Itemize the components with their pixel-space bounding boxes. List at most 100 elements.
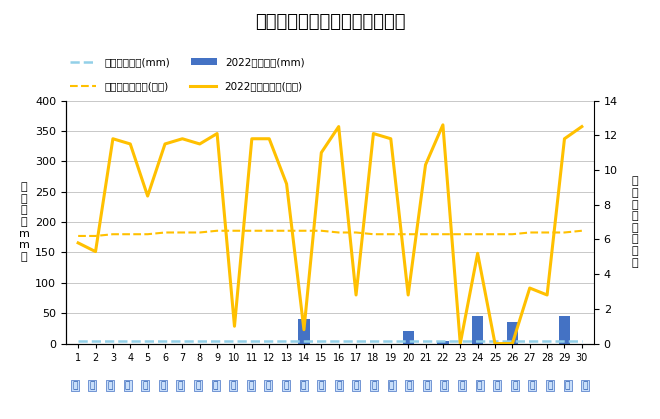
Text: 日: 日 [178,381,183,390]
日照時間平年値(時間) [144,232,152,237]
降水量平年値(mm) [317,338,325,343]
日照時間平年値(時間) [196,230,204,235]
2022年日照時間(時間) [474,251,482,256]
日照時間平年値(時間) [456,232,464,237]
Bar [507,322,518,344]
Bar [472,316,483,344]
降水量平年値(mm) [456,338,464,343]
2022年日照時間(時間) [92,249,100,254]
Text: 日: 日 [160,381,166,390]
2022年日照時間(時間) [74,241,82,246]
日照時間平年値(時間) [178,230,186,235]
降水量平年値(mm) [387,338,395,343]
Text: 日: 日 [248,381,253,390]
降水量平年値(mm) [300,338,308,343]
Text: 日: 日 [477,381,482,390]
降水量平年値(mm) [422,338,430,343]
日照時間平年値(時間) [422,232,430,237]
Text: 日: 日 [143,381,148,390]
Text: 日: 日 [583,381,588,390]
Text: 日: 日 [372,381,377,390]
日照時間平年値(時間) [526,230,534,235]
2022年日照時間(時間) [439,122,447,127]
Y-axis label: 降
水
量
（
m
m
）: 降 水 量 （ m m ） [18,182,30,262]
Bar [298,319,310,344]
日照時間平年値(時間) [317,228,325,233]
日照時間平年値(時間) [248,228,256,233]
2022年日照時間(時間) [422,162,430,167]
Text: 日: 日 [407,381,412,390]
降水量平年値(mm) [474,338,482,343]
2022年日照時間(時間) [196,142,204,147]
Text: 日: 日 [266,381,271,390]
Text: 日: 日 [530,381,535,390]
2022年日照時間(時間) [491,341,499,346]
Text: 日: 日 [459,381,465,390]
Bar [437,341,449,344]
降水量平年値(mm) [508,338,516,343]
2022年日照時間(時間) [317,150,325,155]
降水量平年値(mm) [491,338,499,343]
Text: 日: 日 [494,381,500,390]
Text: 日: 日 [442,381,447,390]
降水量平年値(mm) [248,338,256,343]
2022年日照時間(時間) [387,136,395,141]
Bar [403,331,414,344]
日照時間平年値(時間) [474,232,482,237]
降水量平年値(mm) [404,338,412,343]
日照時間平年値(時間) [300,228,308,233]
降水量平年値(mm) [92,338,100,343]
2022年日照時間(時間) [265,136,273,141]
2022年日照時間(時間) [526,285,534,290]
2022年日照時間(時間) [456,341,464,346]
降水量平年値(mm) [282,338,290,343]
降水量平年値(mm) [144,338,152,343]
降水量平年値(mm) [352,338,360,343]
Text: 日: 日 [389,381,394,390]
降水量平年値(mm) [526,338,534,343]
Text: 日: 日 [72,381,77,390]
Text: 日: 日 [565,381,570,390]
Text: 日: 日 [125,381,130,390]
Line: 2022年日照時間(時間): 2022年日照時間(時間) [78,125,582,344]
日照時間平年値(時間) [387,232,395,237]
降水量平年値(mm) [439,338,447,343]
Bar [559,316,570,344]
2022年日照時間(時間) [352,292,360,297]
2022年日照時間(時間) [109,136,117,141]
Text: 日: 日 [195,381,201,390]
Text: 日: 日 [547,381,552,390]
日照時間平年値(時間) [491,232,499,237]
Line: 日照時間平年値(時間): 日照時間平年値(時間) [78,231,582,236]
2022年日照時間(時間) [300,327,308,332]
日照時間平年値(時間) [92,233,100,238]
降水量平年値(mm) [178,338,186,343]
日照時間平年値(時間) [126,232,134,237]
日照時間平年値(時間) [109,232,117,237]
Y-axis label: 日
照
時
間
（
時
間
）: 日 照 時 間 （ 時 間 ） [631,176,638,268]
Text: 日: 日 [424,381,430,390]
日照時間平年値(時間) [439,232,447,237]
降水量平年値(mm) [213,338,221,343]
Text: 日: 日 [108,381,113,390]
2022年日照時間(時間) [404,292,412,297]
日照時間平年値(時間) [578,228,586,233]
日照時間平年値(時間) [404,232,412,237]
降水量平年値(mm) [335,338,343,343]
Text: 日: 日 [336,381,341,390]
降水量平年値(mm) [230,338,238,343]
日照時間平年値(時間) [508,232,516,237]
日照時間平年値(時間) [282,228,290,233]
降水量平年値(mm) [370,338,378,343]
2022年日照時間(時間) [161,142,169,147]
2022年日照時間(時間) [578,124,586,129]
2022年日照時間(時間) [230,324,238,329]
2022年日照時間(時間) [213,131,221,136]
2022年日照時間(時間) [370,131,378,136]
日照時間平年値(時間) [74,233,82,238]
Text: 日: 日 [213,381,218,390]
日照時間平年値(時間) [352,230,360,235]
日照時間平年値(時間) [230,228,238,233]
日照時間平年値(時間) [213,228,221,233]
降水量平年値(mm) [126,338,134,343]
